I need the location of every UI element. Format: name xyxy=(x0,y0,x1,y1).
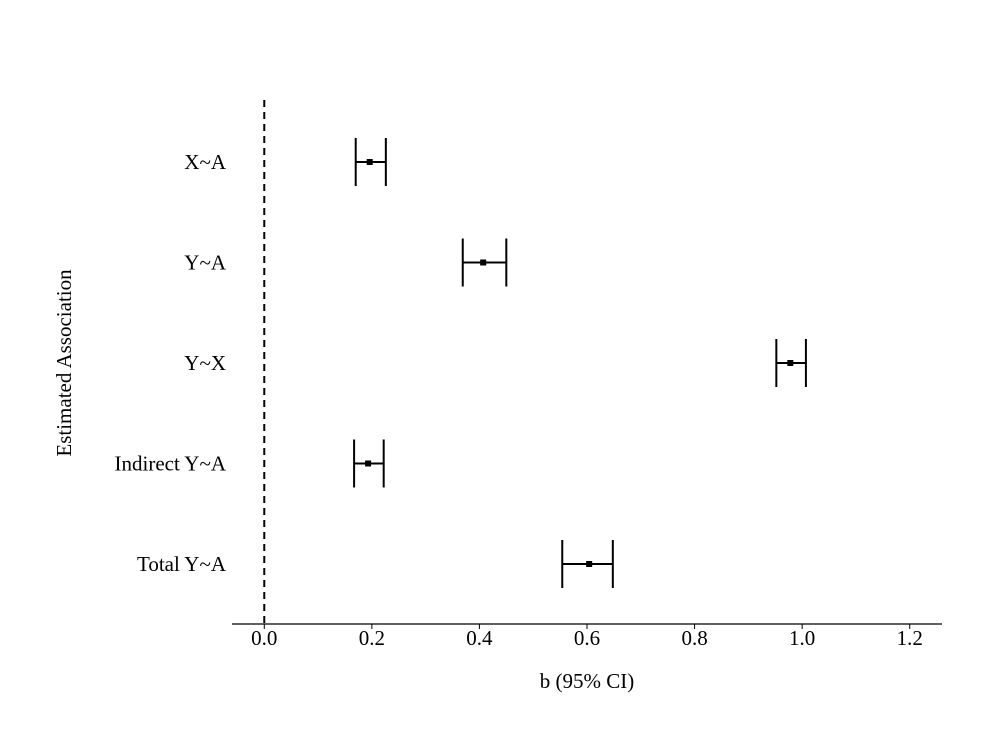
y-tick-label: Total Y~A xyxy=(137,552,227,576)
point-estimate xyxy=(480,259,487,266)
x-tick-label: 0.8 xyxy=(681,626,707,650)
y-axis-label: Estimated Association xyxy=(52,269,76,457)
x-tick-label: 1.0 xyxy=(789,626,815,650)
point-estimate xyxy=(586,561,593,567)
x-axis-label: b (95% CI) xyxy=(540,669,634,693)
point-estimate xyxy=(787,360,794,366)
point-estimate xyxy=(365,460,372,467)
x-tick-label: 0.4 xyxy=(466,626,493,650)
x-tick-label: 0.6 xyxy=(574,626,600,650)
y-tick-label: Y~X xyxy=(184,351,226,375)
y-tick-label: Indirect Y~A xyxy=(115,451,227,475)
x-tick-label: 1.2 xyxy=(897,626,923,650)
y-tick-label: X~A xyxy=(184,150,227,174)
y-tick-label: Y~A xyxy=(184,250,227,274)
x-tick-label: 0.2 xyxy=(359,626,385,650)
point-estimate xyxy=(366,159,373,165)
x-tick-label: 0.0 xyxy=(251,626,277,650)
